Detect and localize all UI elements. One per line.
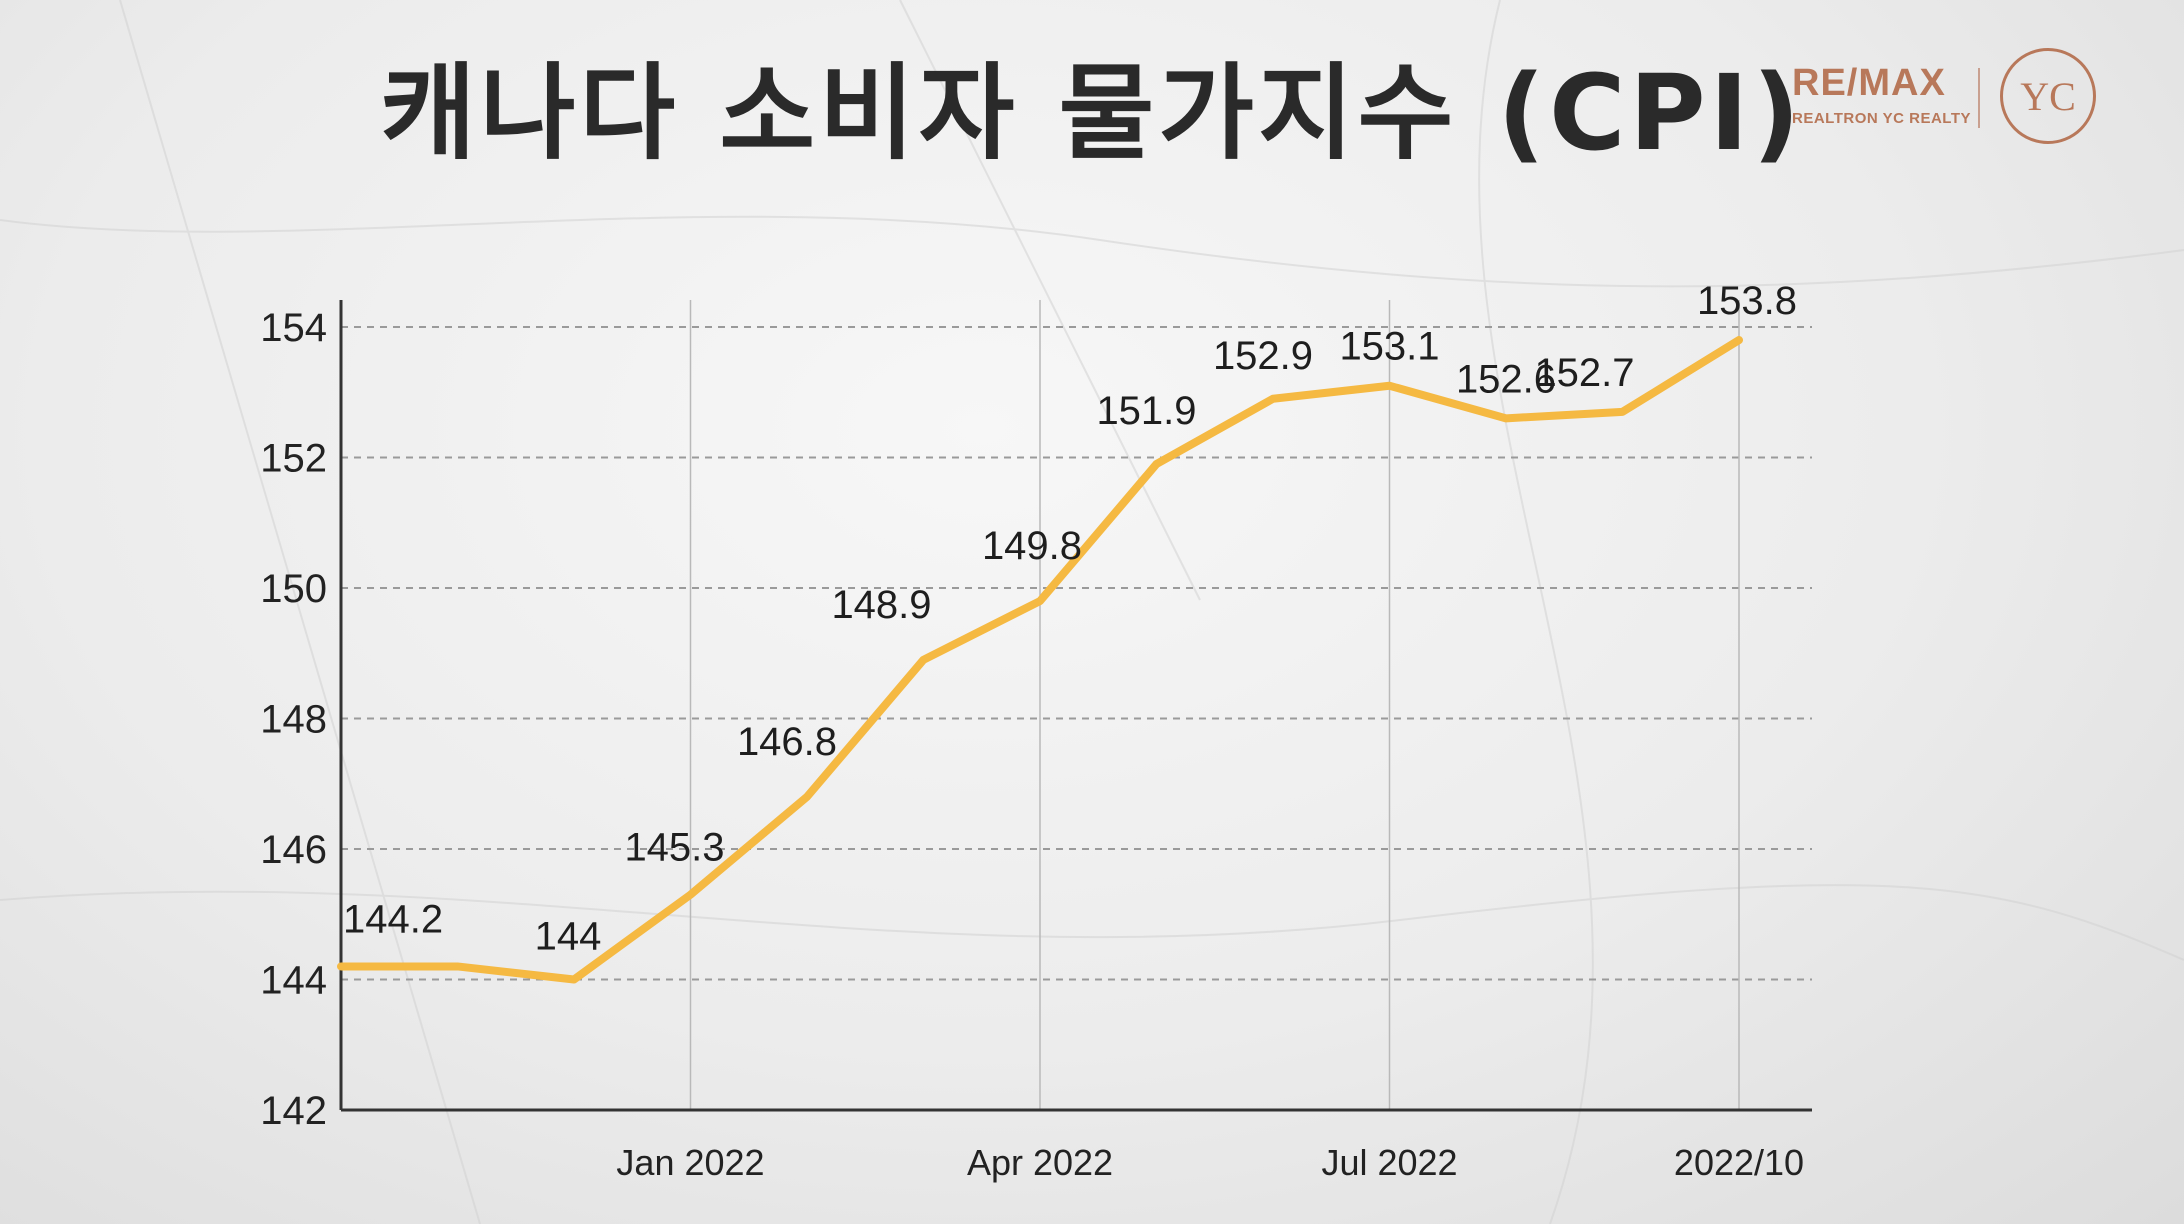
y-tick-label: 148 [260, 698, 327, 742]
logo-subtitle: REALTRON YC REALTY [1792, 110, 1972, 127]
data-label: 149.8 [982, 524, 1082, 568]
data-label: 148.9 [831, 583, 931, 627]
data-label: 153.1 [1339, 325, 1439, 369]
data-label: 152.6 [1456, 357, 1556, 401]
logo-divider [1978, 68, 1980, 128]
logo-mark: YC [2020, 74, 2076, 119]
cpi-series-line [337, 336, 1743, 984]
remax-logo: RE/MAX REALTRON YC REALTY YC [1780, 48, 2110, 148]
x-tick-label: Apr 2022 [967, 1142, 1113, 1183]
data-label: 144 [535, 915, 602, 959]
y-tick-label: 154 [260, 306, 327, 350]
data-label: 146.8 [737, 720, 837, 764]
y-tick-label: 152 [260, 437, 327, 481]
data-label: 144.2 [343, 897, 443, 941]
data-label: 153.8 [1697, 279, 1797, 323]
data-label: 145.3 [624, 826, 724, 870]
data-label: 152.7 [1534, 351, 1634, 395]
y-tick-label: 150 [260, 567, 327, 611]
x-tick-label: 2022/10 [1674, 1142, 1804, 1183]
y-tick-label: 146 [260, 828, 327, 872]
logo-brand: RE/MAX [1792, 62, 1946, 104]
y-tick-label: 144 [260, 959, 327, 1003]
x-tick-label: Jan 2022 [616, 1142, 764, 1183]
data-label: 151.9 [1096, 389, 1196, 433]
page-title: 캐나다 소비자 물가지수 (CPI) [380, 52, 1804, 174]
y-tick-label: 142 [260, 1089, 327, 1133]
data-label: 152.9 [1213, 334, 1313, 378]
x-tick-label: Jul 2022 [1321, 1142, 1457, 1183]
yc-logo-icon: YC [2000, 48, 2096, 144]
